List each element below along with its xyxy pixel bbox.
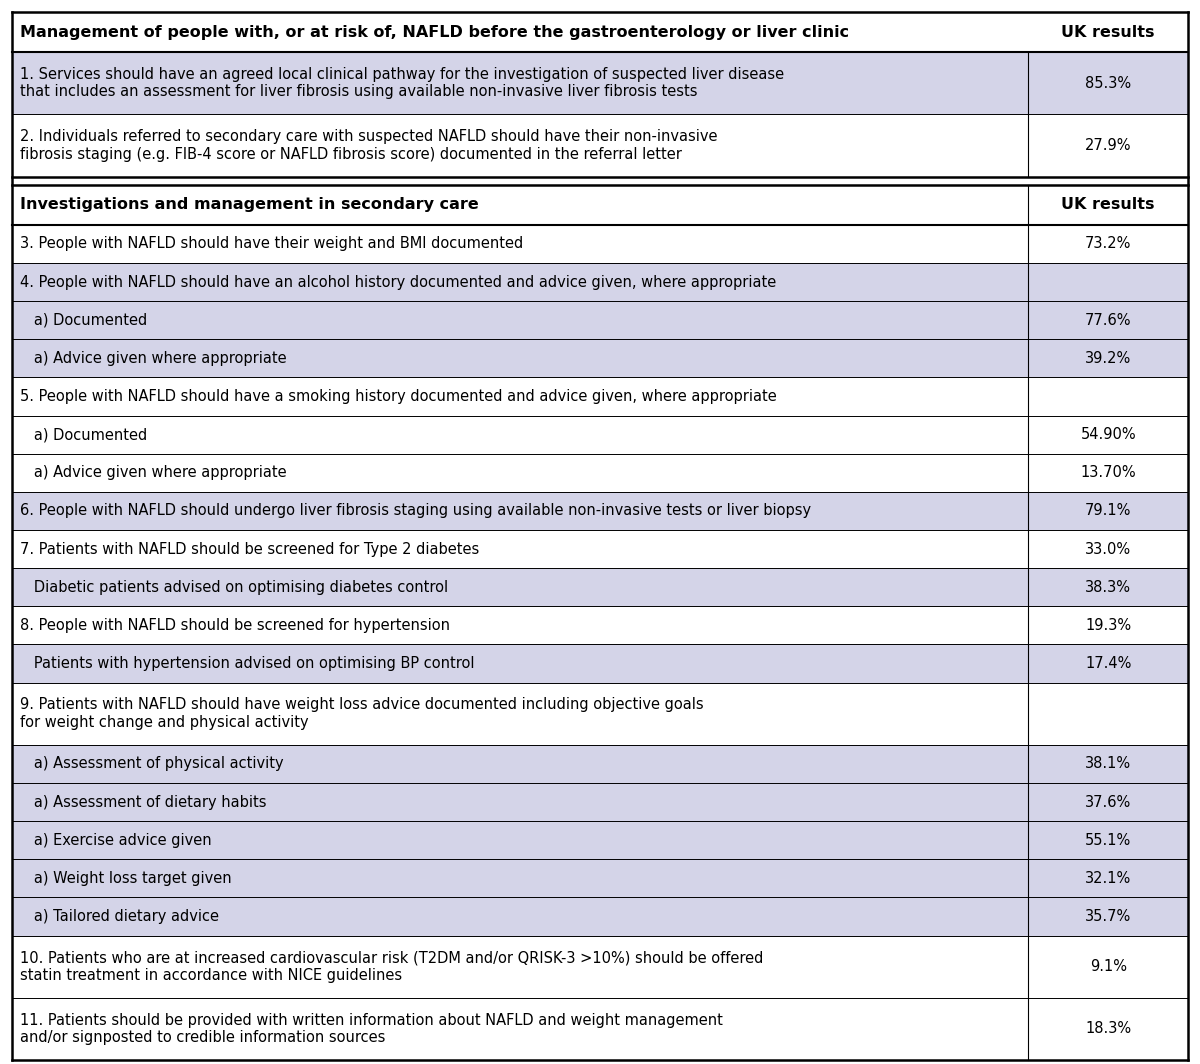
Text: 8. People with NAFLD should be screened for hypertension: 8. People with NAFLD should be screened … [20, 618, 450, 633]
Text: 9.1%: 9.1% [1090, 959, 1127, 975]
Bar [12, 682, 1188, 745]
Bar [12, 568, 1188, 606]
Text: 38.3%: 38.3% [1085, 580, 1132, 595]
Text: 13.70%: 13.70% [1080, 465, 1136, 480]
Text: 4. People with NAFLD should have an alcohol history documented and advice given,: 4. People with NAFLD should have an alco… [20, 275, 776, 289]
Text: 2. Individuals referred to secondary care with suspected NAFLD should have their: 2. Individuals referred to secondary car… [20, 130, 718, 162]
Text: 55.1%: 55.1% [1085, 833, 1132, 848]
Bar [12, 185, 1188, 225]
Text: 73.2%: 73.2% [1085, 236, 1132, 251]
Bar [12, 606, 1188, 645]
Text: 38.1%: 38.1% [1085, 757, 1132, 771]
Text: a) Tailored dietary advice: a) Tailored dietary advice [20, 909, 220, 924]
Bar [12, 897, 1188, 935]
Bar [12, 378, 1188, 416]
Text: 85.3%: 85.3% [1085, 76, 1132, 90]
Bar [12, 492, 1188, 530]
Text: 18.3%: 18.3% [1085, 1021, 1132, 1036]
Text: 77.6%: 77.6% [1085, 313, 1132, 328]
Text: 54.90%: 54.90% [1080, 427, 1136, 443]
Bar [12, 645, 1188, 682]
Text: UK results: UK results [1062, 24, 1154, 39]
Bar [12, 12, 1188, 52]
Bar [12, 339, 1188, 378]
Bar [12, 301, 1188, 339]
Text: UK results: UK results [1062, 197, 1154, 212]
Text: 1. Services should have an agreed local clinical pathway for the investigation o: 1. Services should have an agreed local … [20, 67, 784, 99]
Bar [12, 530, 1188, 568]
Bar [12, 453, 1188, 492]
Text: 6. People with NAFLD should undergo liver fibrosis staging using available non-i: 6. People with NAFLD should undergo live… [20, 503, 811, 518]
Text: 10. Patients who are at increased cardiovascular risk (T2DM and/or QRISK-3 >10%): 10. Patients who are at increased cardio… [20, 950, 763, 983]
Bar [12, 998, 1188, 1060]
Text: Management of people with, or at risk of, NAFLD before the gastroenterology or l: Management of people with, or at risk of… [20, 24, 850, 39]
Bar [12, 745, 1188, 783]
Text: Diabetic patients advised on optimising diabetes control: Diabetic patients advised on optimising … [20, 580, 448, 595]
Text: 19.3%: 19.3% [1085, 618, 1132, 633]
Text: a) Advice given where appropriate: a) Advice given where appropriate [20, 465, 287, 480]
Text: a) Exercise advice given: a) Exercise advice given [20, 833, 211, 848]
Text: Investigations and management in secondary care: Investigations and management in seconda… [20, 197, 479, 212]
Text: a) Advice given where appropriate: a) Advice given where appropriate [20, 351, 287, 366]
Bar [12, 416, 1188, 453]
Text: a) Assessment of dietary habits: a) Assessment of dietary habits [20, 795, 266, 810]
Text: a) Weight loss target given: a) Weight loss target given [20, 870, 232, 886]
Bar [12, 263, 1188, 301]
Bar [12, 821, 1188, 860]
Text: 7. Patients with NAFLD should be screened for Type 2 diabetes: 7. Patients with NAFLD should be screene… [20, 542, 479, 556]
Text: Patients with hypertension advised on optimising BP control: Patients with hypertension advised on op… [20, 656, 474, 671]
Text: 39.2%: 39.2% [1085, 351, 1132, 366]
Text: a) Documented: a) Documented [20, 427, 148, 443]
Text: 33.0%: 33.0% [1085, 542, 1132, 556]
Bar [12, 225, 1188, 263]
Bar [12, 52, 1188, 115]
Text: 37.6%: 37.6% [1085, 795, 1132, 810]
Text: a) Documented: a) Documented [20, 313, 148, 328]
Text: 27.9%: 27.9% [1085, 138, 1132, 153]
Bar [12, 115, 1188, 177]
Text: 3. People with NAFLD should have their weight and BMI documented: 3. People with NAFLD should have their w… [20, 236, 523, 251]
Bar [12, 935, 1188, 998]
Text: 17.4%: 17.4% [1085, 656, 1132, 671]
Text: 5. People with NAFLD should have a smoking history documented and advice given, : 5. People with NAFLD should have a smoki… [20, 389, 776, 404]
Text: 79.1%: 79.1% [1085, 503, 1132, 518]
Text: 9. Patients with NAFLD should have weight loss advice documented including objec: 9. Patients with NAFLD should have weigh… [20, 698, 703, 730]
Text: 11. Patients should be provided with written information about NAFLD and weight : 11. Patients should be provided with wri… [20, 1013, 722, 1045]
Text: 35.7%: 35.7% [1085, 909, 1132, 924]
Bar [12, 860, 1188, 897]
Text: 32.1%: 32.1% [1085, 870, 1132, 886]
Text: a) Assessment of physical activity: a) Assessment of physical activity [20, 757, 283, 771]
Bar [12, 177, 1188, 185]
Bar [12, 783, 1188, 821]
